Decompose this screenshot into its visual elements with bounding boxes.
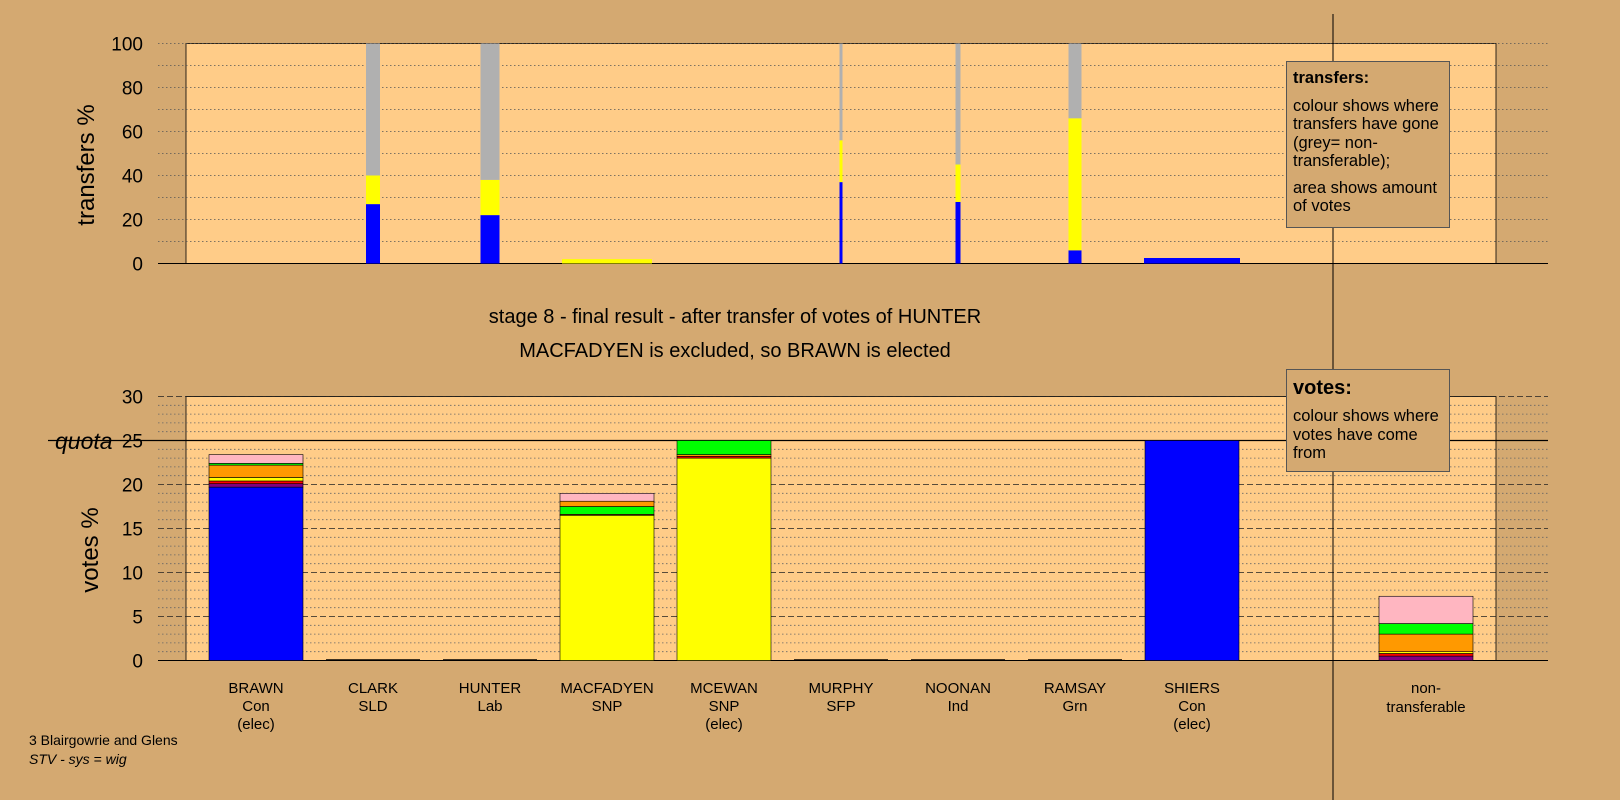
vote-segment-macfadyen-grn [559, 506, 655, 515]
candidate-name: CLARK [348, 680, 398, 697]
candidate-party: SFP [826, 698, 855, 715]
top-y-tick-label: 60 [122, 123, 143, 144]
transfer-segment-noonan-snp [955, 164, 961, 202]
footer-system: STV - sys = wig [29, 751, 127, 767]
candidate-party: SLD [358, 698, 387, 715]
candidate-party: Grn [1062, 698, 1087, 715]
vote-segment-macfadyen-ind [559, 492, 655, 502]
transfers-legend: transfers: colour shows where transfers … [1286, 61, 1450, 228]
candidate-status: (elec) [1173, 716, 1211, 733]
top-y-ticks: 0 20 40 60 80 100 [111, 35, 143, 276]
transfers-legend-title: transfers: [1293, 69, 1370, 87]
vote-segment-brawn-snp [208, 477, 304, 482]
transfer-segment-hunter-con [480, 215, 500, 264]
candidate-party: Ind [948, 698, 969, 715]
candidate-status: (elec) [705, 716, 743, 733]
vote-segment-macfadyen-snp [559, 514, 655, 661]
vote-segment-non-transferable-grn [1378, 623, 1474, 635]
transfer-segment-murphy-con [839, 182, 843, 264]
transfer-segment-macfadyen-snp [562, 259, 652, 264]
chart-title-line1: stage 8 - final result - after transfer … [489, 306, 981, 328]
vote-segment-non-transferable-lab [1378, 653, 1474, 657]
candidate-party: SNP [592, 698, 623, 715]
chart-title-line2: MACFADYEN is excluded, so BRAWN is elect… [519, 340, 951, 362]
transfer-segment-ramsay-snp [1068, 118, 1082, 251]
vote-segment-brawn-sfp [208, 483, 304, 488]
vote-segment-brawn-sld [208, 464, 304, 478]
top-y-tick-label: 0 [132, 255, 143, 276]
chart-marks [208, 43, 1474, 661]
candidate-name: SHIERS [1164, 680, 1220, 697]
vote-segment-macfadyen-sld [559, 500, 655, 507]
vote-segment-brawn-con [208, 486, 304, 661]
candidate-party: SNP [709, 698, 740, 715]
transfer-segment-ramsay-nontransferable [1068, 43, 1082, 119]
transfers-legend-text2: area shows amount of votes [1293, 178, 1437, 216]
transfer-segment-clark-con [366, 204, 380, 264]
bottom-y-tick-label: 30 [122, 388, 143, 409]
footer-ward: 3 Blairgowrie and Glens [29, 732, 178, 748]
bottom-y-axis-label: votes % [77, 507, 104, 592]
nontransferable-label-line2: transferable [1386, 699, 1465, 716]
bottom-y-tick-label: 5 [132, 608, 143, 629]
candidate-name: MURPHY [808, 680, 873, 697]
bottom-y-tick-label: 20 [122, 476, 143, 497]
transfer-segment-murphy-snp [839, 140, 843, 183]
vote-segment-brawn-ind [208, 454, 304, 464]
vote-segment-non-transferable-ind [1378, 595, 1474, 624]
transfer-segment-shiers-con [1144, 258, 1240, 264]
transfer-segment-noonan-con [955, 201, 961, 264]
transfer-segment-hunter-nontransferable [480, 43, 500, 180]
vote-segment-brawn-lab [208, 480, 304, 484]
top-y-tick-label: 20 [122, 211, 143, 232]
votes-legend-text: colour shows where votes have come from [1293, 407, 1439, 462]
candidate-status: (elec) [237, 716, 275, 733]
vote-segment-shiers-con [1144, 440, 1240, 661]
transfer-segment-hunter-snp [480, 179, 500, 216]
candidate-party: Con [1178, 698, 1206, 715]
vote-segment-non-transferable-sfp [1378, 655, 1474, 661]
bottom-y-ticks: 0 5 10 15 20 25 30 [122, 388, 143, 673]
candidate-name: MACFADYEN [560, 680, 653, 697]
transfer-segment-murphy-nontransferable [839, 43, 843, 141]
vote-segment-non-transferable-sld [1378, 633, 1474, 652]
candidate-name: HUNTER [459, 680, 522, 697]
transfers-legend-text1: colour shows where transfers have gone (… [1293, 96, 1439, 171]
bottom-y-tick-label: 0 [132, 652, 143, 673]
nontransferable-label-line1: non- [1411, 680, 1441, 697]
candidate-name: MCEWAN [690, 680, 758, 697]
transfer-segment-noonan-nontransferable [955, 43, 961, 165]
quota-label: quota [55, 428, 113, 454]
votes-legend-title: votes: [1293, 377, 1352, 399]
top-y-tick-label: 40 [122, 167, 143, 188]
candidate-name: RAMSAY [1044, 680, 1106, 697]
bottom-y-tick-label: 15 [122, 520, 143, 541]
candidate-party: Lab [477, 698, 502, 715]
vote-segment-mcewan-grn [676, 440, 772, 455]
candidate-party: Con [242, 698, 270, 715]
bottom-y-tick-label: 25 [122, 432, 143, 453]
transfer-segment-clark-snp [366, 175, 380, 205]
candidate-labels: BRAWNCon(elec)CLARKSLDHUNTERLabMACFADYEN… [228, 680, 1220, 733]
transfer-segment-ramsay-con [1068, 250, 1082, 264]
candidate-name: NOONAN [925, 680, 991, 697]
transfer-segment-clark-nontransferable [366, 43, 380, 176]
vote-segment-mcewan-snp [676, 457, 772, 661]
candidate-name: BRAWN [228, 680, 283, 697]
top-y-axis-label: transfers % [73, 104, 100, 225]
votes-legend: votes: colour shows where votes have com… [1286, 369, 1450, 472]
bottom-y-tick-label: 10 [122, 564, 143, 585]
top-y-tick-label: 100 [111, 35, 143, 56]
top-y-tick-label: 80 [122, 79, 143, 100]
